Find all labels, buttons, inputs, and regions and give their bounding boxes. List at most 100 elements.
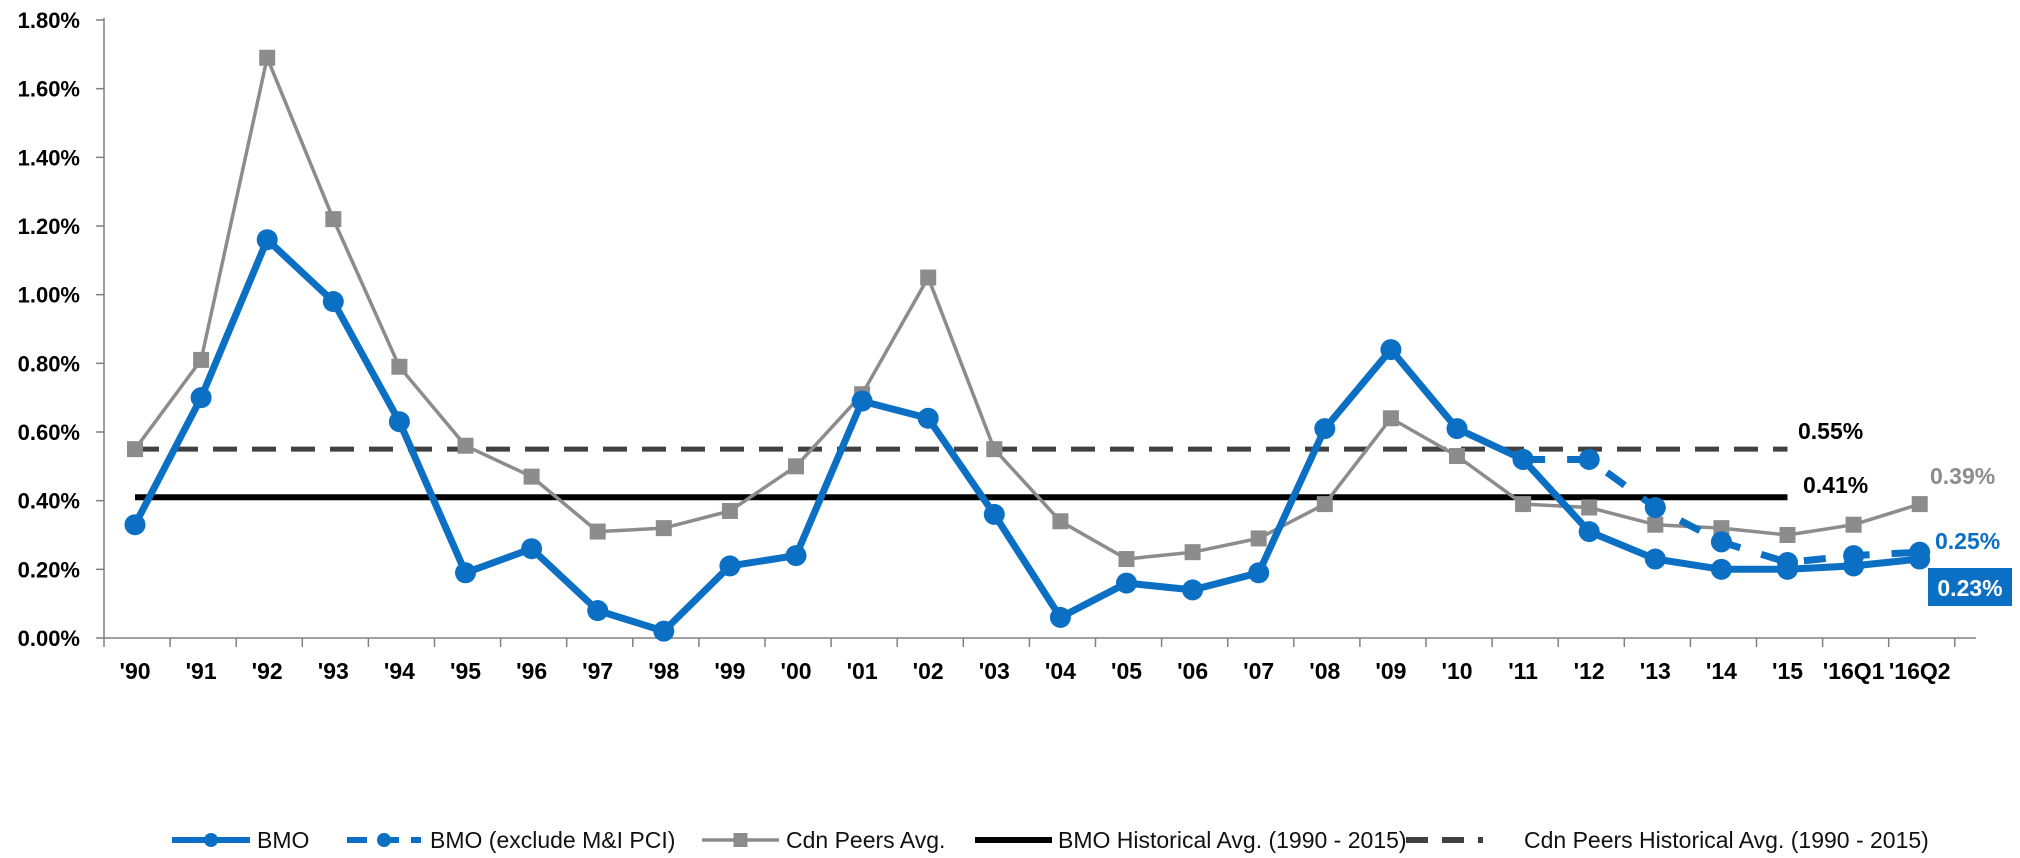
data-point-2-25 (1779, 527, 1796, 543)
data-point-2-22 (1581, 499, 1598, 516)
x-tick-label: '00 (780, 658, 811, 684)
x-tick-label: '08 (1309, 658, 1340, 684)
data-point-2-14 (1052, 513, 1069, 530)
legend-swatch-marker (377, 833, 391, 847)
y-tick-label: 0.00% (18, 626, 80, 651)
annotation-label-2: 0.39% (1930, 463, 1995, 489)
data-point-0-4 (388, 411, 410, 433)
data-point-0-9 (719, 555, 741, 577)
data-point-2-1 (193, 351, 210, 368)
data-point-0-24 (1710, 558, 1732, 580)
data-point-0-6 (521, 538, 543, 560)
y-tick-label: 0.40% (18, 489, 80, 514)
annotations: 0.55% 0.41% 0.39% 0.25% 0.23% (1798, 418, 2012, 606)
data-point-2-17 (1250, 530, 1267, 547)
data-point-2-0 (127, 441, 143, 458)
x-tick-label: '07 (1243, 658, 1274, 684)
x-tick-label: '98 (648, 658, 679, 684)
data-point-2-15 (1118, 551, 1135, 568)
x-tick-label: '06 (1177, 658, 1208, 684)
x-tick-label: '01 (847, 658, 878, 684)
data-point-0-23 (1644, 548, 1666, 570)
y-tick-label: 1.00% (18, 283, 80, 308)
series-line-0 (131, 236, 1924, 635)
data-point-0-0 (124, 514, 146, 536)
x-tick-label: '90 (119, 658, 150, 684)
x-tick-label: '94 (384, 658, 415, 684)
data-point-0-10 (785, 545, 807, 567)
annotation-label-4: 0.23% (1937, 575, 2002, 601)
data-point-0-14 (1049, 606, 1071, 628)
data-point-2-9 (721, 502, 738, 519)
data-point-0-18 (1314, 418, 1336, 440)
series-2 (127, 49, 1928, 568)
data-point-0-2 (256, 229, 278, 251)
x-tick-label: '10 (1441, 658, 1472, 684)
legend-label: Cdn Peers Avg. (786, 827, 945, 853)
data-point-2-6 (523, 468, 540, 485)
x-tick-label: '12 (1574, 658, 1605, 684)
data-point-0-15 (1116, 572, 1137, 594)
data-point-0-17 (1248, 562, 1270, 584)
x-tick-label: '96 (516, 658, 547, 684)
annotation-label-1: 0.41% (1803, 472, 1868, 498)
x-tick-label: '04 (1045, 658, 1076, 684)
x-tick-label: '16Q2 (1889, 658, 1951, 684)
series-1 (1512, 448, 1931, 573)
data-point-0-27 (1909, 548, 1931, 570)
annotation-label-3: 0.25% (1935, 528, 2000, 554)
data-point-0-19 (1380, 339, 1402, 361)
legend: BMO BMO (exclude M&I PCI) Cdn Peers Avg. BM… (172, 827, 1929, 853)
annotation-badge-bg (1928, 568, 2012, 606)
data-point-2-27 (1911, 496, 1928, 513)
legend-item-3: BMO Historical Avg. (1990 - 2015) (975, 827, 1407, 853)
data-point-0-8 (653, 620, 675, 642)
legend-label: BMO (exclude M&I PCI) (430, 827, 675, 853)
y-tick-label: 1.20% (18, 214, 80, 239)
y-tick-label: 1.40% (18, 145, 80, 170)
data-point-2-21 (1515, 496, 1532, 513)
x-tick-label: '92 (252, 658, 283, 684)
data-point-0-21 (1512, 448, 1534, 470)
data-point-2-2 (259, 49, 276, 66)
annotation-label-0: 0.55% (1798, 418, 1863, 444)
x-tick-label: '03 (979, 658, 1010, 684)
data-point-0-1 (190, 387, 212, 409)
x-tick-label: '91 (186, 658, 217, 684)
data-point-2-19 (1382, 410, 1399, 427)
y-tick-label: 0.60% (18, 420, 80, 445)
x-tick-label: '14 (1706, 658, 1737, 684)
data-point-2-7 (589, 523, 606, 540)
x-tick-label: '09 (1375, 658, 1406, 684)
data-point-2-13 (986, 441, 1003, 458)
data-point-0-26 (1843, 555, 1865, 577)
legend-item-0: BMO (172, 827, 309, 853)
x-tick-label: '05 (1111, 658, 1142, 684)
y-tick-label: 0.20% (18, 557, 80, 582)
data-point-2-20 (1449, 448, 1465, 465)
data-point-2-16 (1184, 544, 1201, 561)
legend-label: Cdn Peers Historical Avg. (1990 - 2015) (1524, 827, 1929, 853)
y-tick-label: 1.80% (18, 8, 80, 33)
data-point-0-20 (1446, 418, 1468, 440)
data-point-2-5 (457, 437, 474, 454)
data-point-0-12 (917, 407, 939, 429)
y-tick-label: 0.80% (18, 351, 80, 376)
x-tick-label: '97 (582, 658, 613, 684)
series-line-2 (133, 56, 1922, 561)
data-point-0-11 (851, 390, 873, 412)
data-point-1-24 (1710, 531, 1732, 553)
x-tick-label: '93 (318, 658, 349, 684)
data-point-1-23 (1644, 497, 1666, 519)
data-point-1-22 (1578, 448, 1600, 470)
data-point-0-22 (1578, 521, 1600, 543)
data-point-0-25 (1777, 558, 1798, 580)
axes: 0.00% 0.20% 0.40% 0.60% 0.80% 1.00% 1.20% 1.40%… (18, 8, 1976, 684)
x-tick-label: '02 (913, 658, 944, 684)
x-tick-label: '15 (1772, 658, 1803, 684)
series-0 (124, 229, 1931, 642)
series-layer (124, 49, 1931, 642)
x-tick-label: '16Q1 (1823, 658, 1885, 684)
